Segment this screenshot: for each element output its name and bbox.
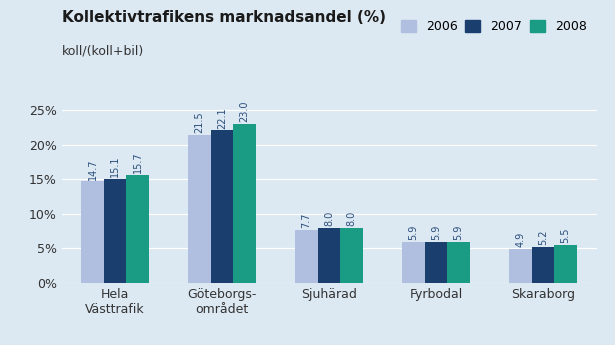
Bar	[126, 175, 149, 283]
Bar	[318, 228, 340, 283]
Text: 8.0: 8.0	[324, 211, 334, 226]
Text: 5.5: 5.5	[560, 228, 571, 243]
Text: 14.7: 14.7	[87, 158, 98, 180]
Text: 21.5: 21.5	[194, 111, 205, 133]
Bar	[340, 228, 363, 283]
Text: Kollektivtrafikens marknadsandel (%): Kollektivtrafikens marknadsandel (%)	[62, 10, 386, 25]
Bar	[104, 179, 126, 283]
Text: 4.9: 4.9	[515, 232, 526, 247]
Bar	[188, 135, 211, 283]
Text: 5.9: 5.9	[453, 225, 464, 240]
Bar	[425, 242, 447, 283]
Text: 22.1: 22.1	[217, 107, 227, 129]
Bar	[554, 245, 577, 283]
Text: 7.7: 7.7	[301, 213, 312, 228]
Text: 15.7: 15.7	[132, 151, 143, 173]
Text: 5.9: 5.9	[431, 225, 441, 240]
Bar	[81, 181, 104, 283]
Text: 15.1: 15.1	[110, 156, 120, 177]
Bar	[233, 124, 256, 283]
Bar	[402, 242, 425, 283]
Bar	[532, 247, 554, 283]
Text: 23.0: 23.0	[239, 101, 250, 122]
Legend: 2006, 2007, 2008: 2006, 2007, 2008	[397, 17, 590, 37]
Bar	[509, 249, 532, 283]
Text: 5.2: 5.2	[538, 230, 548, 245]
Bar	[295, 230, 318, 283]
Text: koll/(koll+bil): koll/(koll+bil)	[62, 45, 144, 58]
Text: 5.9: 5.9	[408, 225, 419, 240]
Bar	[211, 130, 233, 283]
Bar	[447, 242, 470, 283]
Text: 8.0: 8.0	[346, 211, 357, 226]
